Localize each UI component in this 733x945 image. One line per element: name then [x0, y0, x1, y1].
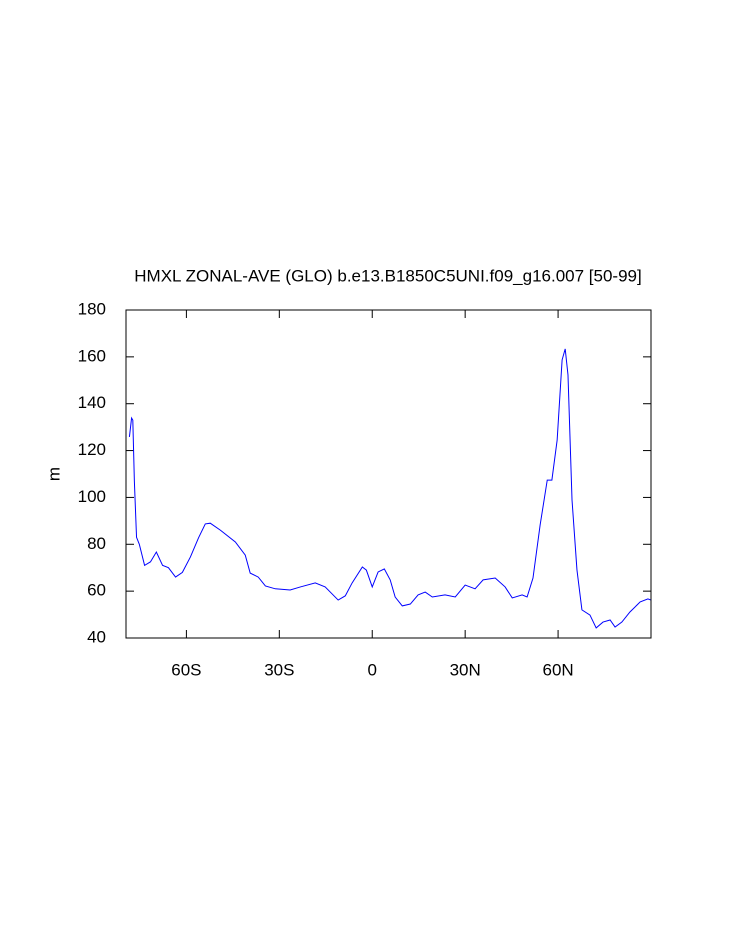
y-tick-label: 140 [78, 393, 106, 412]
y-tick-label: 120 [78, 440, 106, 459]
y-tick-label: 180 [78, 299, 106, 318]
x-tick-label: 60N [542, 660, 573, 679]
y-tick-label: 40 [87, 627, 106, 646]
chart-title: HMXL ZONAL-AVE (GLO) b.e13.B1850C5UNI.f0… [134, 266, 641, 285]
y-tick-label: 80 [87, 534, 106, 553]
plot-frame [125, 309, 652, 639]
plot-area: 40 60 80 100 120 140 160 180 60S 30S 0 30N 60N [78, 299, 652, 679]
x-tick-label: 30N [450, 660, 481, 679]
y-tick-label: 100 [78, 487, 106, 506]
data-line [128, 348, 652, 629]
x-tick-label: 0 [368, 660, 377, 679]
x-tick-label: 60S [171, 660, 201, 679]
y-axis-label: m [44, 467, 63, 481]
x-tick-label: 30S [264, 660, 294, 679]
y-tick-label: 60 [87, 581, 106, 600]
y-tick-label: 160 [78, 346, 106, 365]
